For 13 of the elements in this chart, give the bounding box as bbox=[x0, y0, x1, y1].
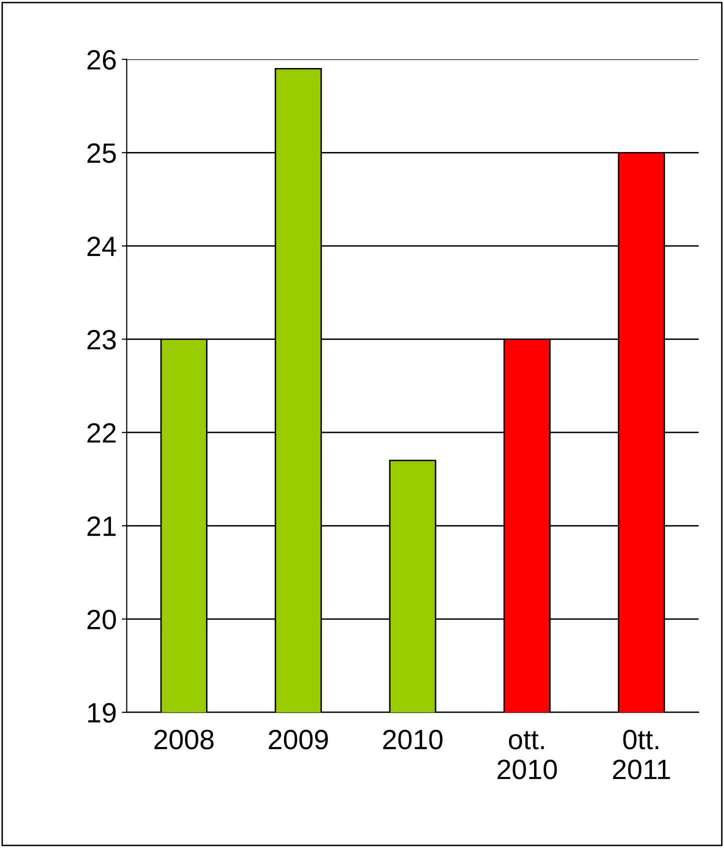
x-tick-label: ott. 2010 bbox=[498, 731, 557, 780]
y-tick-label: 22 bbox=[87, 423, 116, 443]
y-tick-label: 21 bbox=[87, 516, 116, 536]
y-tick-label: 20 bbox=[87, 610, 116, 630]
y-tick-label: 23 bbox=[87, 330, 116, 350]
y-tick-label: 24 bbox=[87, 236, 116, 256]
x-tick-label: 0tt. 2011 bbox=[612, 730, 670, 780]
x-tick-label: 2010 bbox=[383, 730, 442, 750]
y-tick-label: 25 bbox=[87, 143, 116, 163]
x-tick-label: 2009 bbox=[268, 730, 328, 750]
x-tick-label: 2008 bbox=[154, 730, 214, 750]
y-tick-label: 19 bbox=[88, 702, 116, 723]
y-tick-label: 26 bbox=[87, 50, 116, 70]
